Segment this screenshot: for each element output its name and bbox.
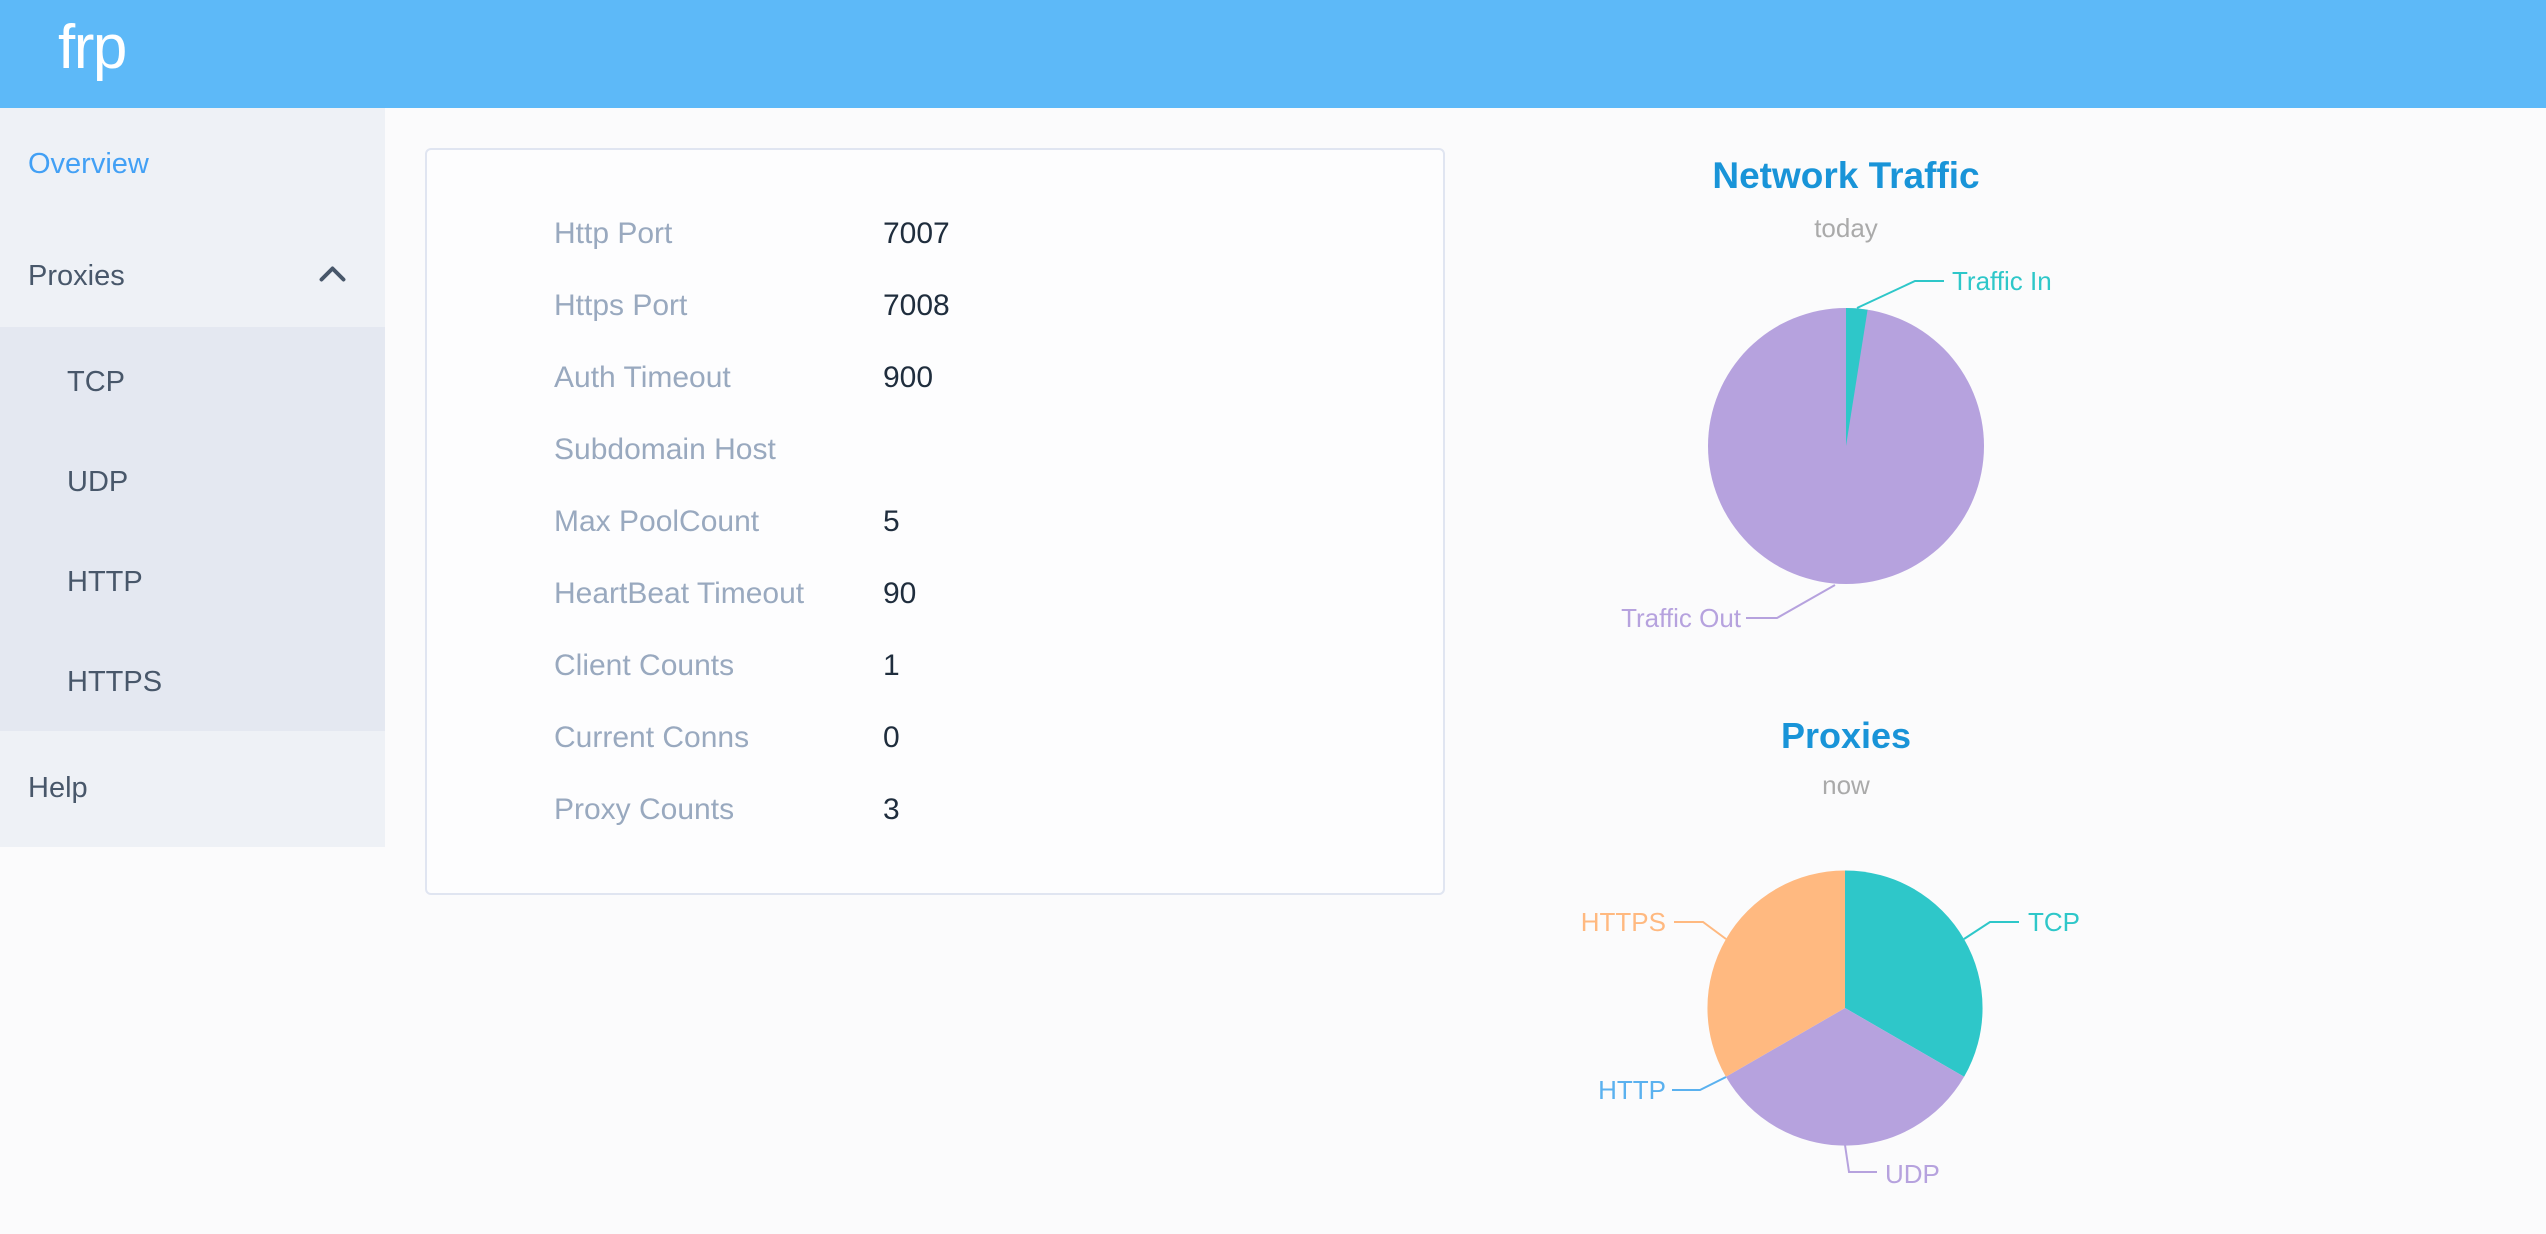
svg-text:now: now [1822,770,1870,800]
svg-text:TCP: TCP [2028,907,2080,937]
svg-text:Network Traffic: Network Traffic [1712,155,1979,196]
svg-text:Traffic In: Traffic In [1952,266,2052,296]
svg-text:Proxies: Proxies [1781,715,1911,756]
svg-text:Traffic Out: Traffic Out [1621,603,1742,633]
svg-text:HTTP: HTTP [1598,1075,1666,1105]
svg-text:UDP: UDP [1885,1159,1940,1189]
svg-text:today: today [1814,213,1878,243]
svg-text:HTTPS: HTTPS [1581,907,1666,937]
